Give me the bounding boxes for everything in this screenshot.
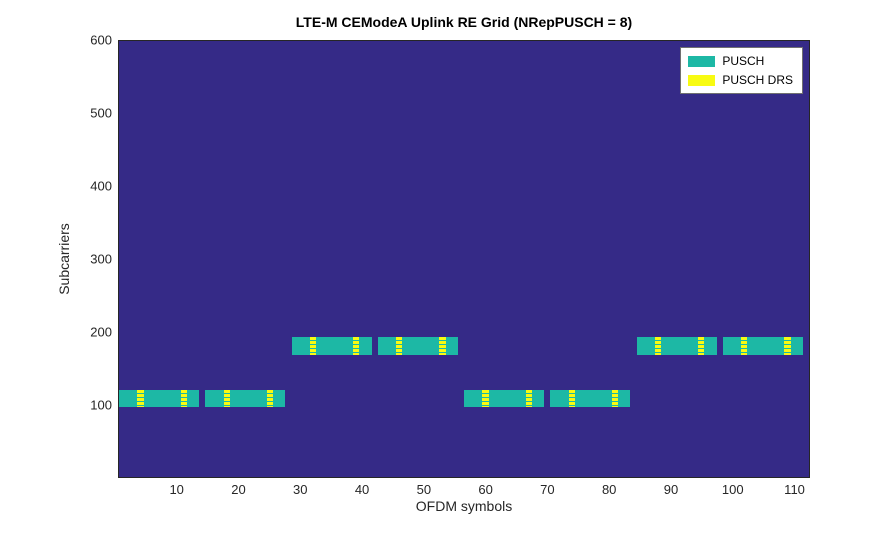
legend-label-pusch: PUSCH bbox=[722, 54, 765, 68]
y-tick-col: 100 200 300 400 500 600 bbox=[74, 34, 112, 478]
y-tick-label: 100 bbox=[90, 397, 112, 413]
pusch-band bbox=[722, 337, 803, 355]
legend-item-pusch-drs: PUSCH DRS bbox=[688, 73, 793, 87]
pusch-band bbox=[205, 389, 286, 408]
pusch-band bbox=[464, 389, 545, 408]
y-tick-label: 200 bbox=[90, 324, 112, 340]
y-tick-label: 300 bbox=[90, 251, 112, 267]
x-tick-label: 50 bbox=[416, 482, 432, 497]
x-tick-label: 30 bbox=[293, 482, 308, 497]
x-tick-label: 40 bbox=[354, 482, 370, 497]
pusch-drs-stripe bbox=[223, 389, 230, 408]
legend-swatch bbox=[688, 74, 716, 86]
legend: PUSCH PUSCH DRS bbox=[680, 47, 803, 94]
x-tick-label: 10 bbox=[169, 482, 184, 497]
pusch-drs-stripe bbox=[266, 389, 273, 408]
pusch-drs-stripe bbox=[611, 389, 618, 408]
x-tick-label: 90 bbox=[663, 482, 679, 497]
pusch-drs-stripe bbox=[180, 389, 187, 408]
pusch-drs-stripe bbox=[525, 389, 532, 408]
y-tick-label: 400 bbox=[90, 178, 112, 194]
x-tick-label: 70 bbox=[540, 482, 555, 497]
pusch-drs-stripe bbox=[353, 337, 360, 355]
pusch-drs-stripe bbox=[137, 389, 144, 408]
legend-item-pusch: PUSCH bbox=[688, 54, 793, 68]
x-axis-label: OFDM symbols bbox=[415, 498, 513, 514]
x-tick-row: 10 20 30 40 50 60 70 80 90 100 110 bbox=[118, 479, 810, 499]
pusch-band bbox=[636, 337, 717, 355]
x-tick-label: 60 bbox=[478, 482, 493, 497]
pusch-drs-stripe bbox=[482, 389, 489, 408]
x-tick-label: 20 bbox=[231, 482, 246, 497]
y-tick-label: 600 bbox=[90, 32, 112, 48]
pusch-band bbox=[119, 389, 200, 408]
pusch-drs-stripe bbox=[784, 337, 791, 355]
pusch-drs-stripe bbox=[309, 337, 317, 355]
pusch-drs-stripe bbox=[568, 389, 575, 408]
chart-title: LTE-M CEModeA Uplink RE Grid (NRepPUSCH … bbox=[295, 14, 633, 30]
pusch-drs-stripe bbox=[698, 337, 705, 355]
y-tick-label: 500 bbox=[90, 105, 112, 121]
plot-area: PUSCH PUSCH DRS bbox=[118, 40, 810, 478]
pusch-drs-stripe bbox=[439, 337, 446, 355]
x-tick-label: 110 bbox=[784, 482, 805, 497]
pusch-band bbox=[291, 337, 372, 355]
x-tick-label: 80 bbox=[601, 482, 617, 497]
pusch-drs-stripe bbox=[396, 337, 403, 355]
pusch-drs-stripe bbox=[741, 337, 748, 355]
legend-label-pusch-drs: PUSCH DRS bbox=[722, 73, 793, 87]
y-axis-label: Subcarriers bbox=[56, 223, 72, 295]
pusch-drs-stripe bbox=[654, 337, 662, 355]
pusch-band bbox=[377, 337, 458, 355]
x-tick-label: 100 bbox=[721, 482, 744, 497]
pusch-band bbox=[550, 389, 631, 408]
legend-swatch bbox=[688, 55, 716, 67]
